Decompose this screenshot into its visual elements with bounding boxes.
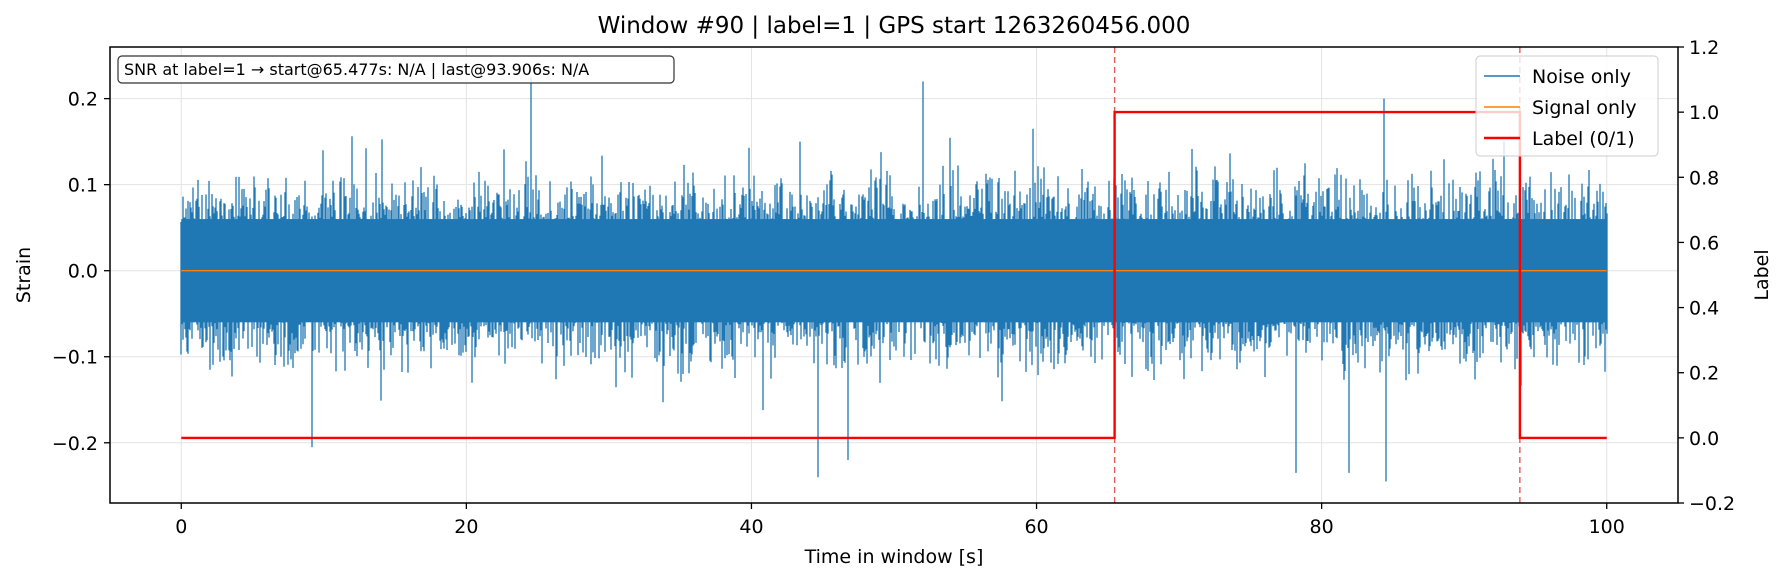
x-tick-label: 0 [175,516,187,538]
legend-entry: Noise only [1532,66,1631,88]
y-tick-label: 0.2 [68,89,98,111]
label-series-line [181,110,1607,440]
snr-annotation: SNR at label=1 → start@65.477s: N/A | la… [117,55,675,84]
axes-frame [109,46,1679,504]
y2-tick-label: −0.2 [1689,493,1735,515]
x-tick-label: 60 [1024,516,1048,538]
legend: Noise only Signal only Label (0/1) [1475,55,1659,157]
plot-area [180,47,1608,503]
x-tick-label: 80 [1310,516,1334,538]
snr-annotation-box [117,55,675,84]
snr-annotation-text: SNR at label=1 → start@65.477s: N/A | la… [124,60,589,79]
legend-box [1475,55,1659,157]
legend-entry: Label (0/1) [1532,128,1635,150]
y2-axis-label: Label [1751,249,1773,300]
y2-tick-label: 0.0 [1689,428,1719,450]
legend-entry: Signal only [1532,97,1637,119]
y2-tick-label: 0.4 [1689,298,1719,320]
y-tick-label: −0.1 [52,347,98,369]
y2-tick-label: 0.8 [1689,167,1719,189]
x-tick-label: 20 [454,516,478,538]
ticks: 0 20 40 60 80 100 −0.2 −0.1 0.0 0.1 0.2 −0.2 0.0 0.2 0… [52,37,1735,538]
x-tick-label: 100 [1589,516,1625,538]
x-tick-label: 40 [739,516,763,538]
y-tick-label: 0.1 [68,175,98,197]
y-axis-label: Strain [13,247,35,303]
y2-tick-label: 1.2 [1689,37,1719,59]
y2-tick-label: 0.6 [1689,232,1719,254]
chart-title: Window #90 | label=1 | GPS start 1263260… [598,13,1191,39]
y2-tick-label: 0.2 [1689,363,1719,385]
x-axis-label: Time in window [s] [804,546,984,568]
y-tick-label: 0.0 [68,261,98,283]
y-tick-label: −0.2 [52,433,98,455]
y2-tick-label: 1.0 [1689,102,1719,124]
